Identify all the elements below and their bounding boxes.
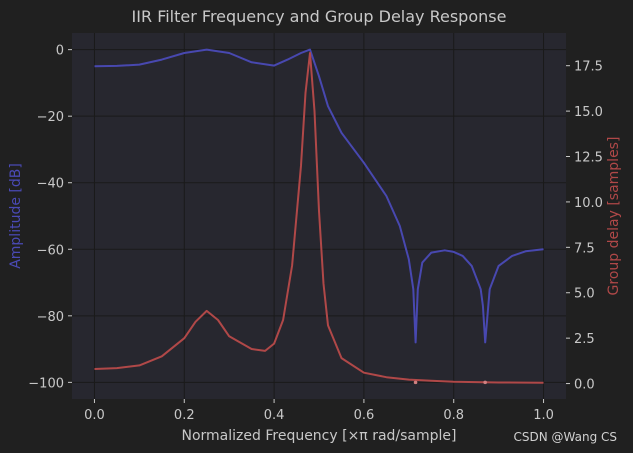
y-right-tick-label: 12.5 — [574, 151, 603, 166]
y-right-tick-label: 7.5 — [574, 241, 595, 256]
amplitude-line — [94, 48, 544, 344]
x-axis-label: Normalized Frequency [×π rad/sample] — [182, 428, 457, 444]
notch-marker — [413, 380, 418, 385]
y-right-tick-label: 5.0 — [574, 287, 595, 302]
y-left-tick-label: −60 — [37, 243, 64, 258]
x-tick-label: 0.0 — [84, 408, 105, 423]
y-right-tick-label: 0.0 — [574, 378, 595, 393]
x-tick-label: 0.4 — [264, 408, 285, 423]
y-axis-right-label: Group delay [samples] — [606, 137, 622, 296]
notch-marker — [483, 380, 487, 385]
y-right-tick-label: 10.0 — [574, 196, 603, 211]
x-tick-label: 0.6 — [354, 408, 375, 423]
watermark: CSDN @Wang CS — [513, 430, 617, 444]
y-right-tick-label: 2.5 — [574, 332, 595, 347]
chart-title: IIR Filter Frequency and Group Delay Res… — [132, 7, 507, 26]
x-tick-label: 0.8 — [443, 408, 464, 423]
y-left-tick-label: −100 — [28, 376, 64, 391]
y-axis-left-label: Amplitude [dB] — [8, 163, 24, 269]
x-tick-label: 1.0 — [533, 408, 554, 423]
y-right-tick-label: 15.0 — [574, 105, 603, 120]
y-left-tick-label: −40 — [37, 177, 64, 192]
y-left-tick-label: −80 — [37, 310, 64, 325]
tick-labels: 0.0 0.2 0.4 0.6 0.8 1.0 0 −20 −40 −60 −80 −100 0.0 2.… — [28, 44, 603, 423]
y-left-tick-label: 0 — [56, 44, 64, 59]
y-right-tick-label: 17.5 — [574, 60, 603, 75]
y-left-tick-label: −20 — [37, 110, 64, 125]
x-tick-label: 0.2 — [174, 408, 195, 423]
group-delay-line — [94, 52, 544, 384]
series-layer — [94, 48, 544, 385]
